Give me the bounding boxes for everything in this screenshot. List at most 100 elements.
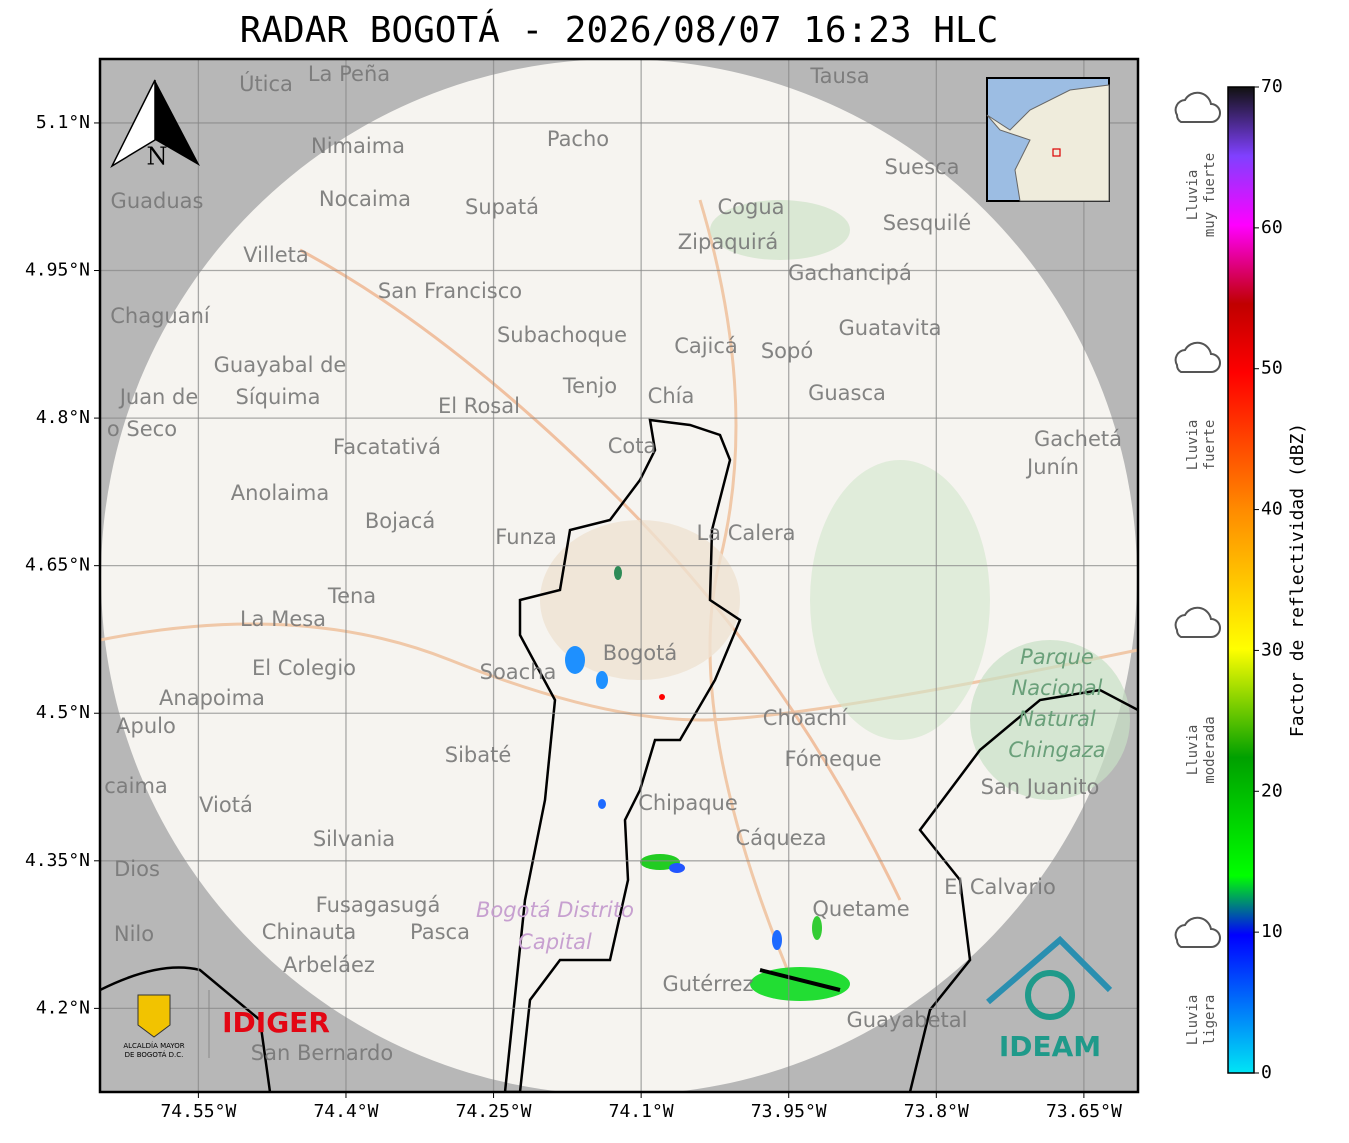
- place-label: Nocaima: [319, 187, 411, 211]
- x-tick-label: 74.4°W: [313, 1101, 378, 1122]
- place-label: Pacho: [547, 127, 609, 151]
- place-label: Cajicá: [674, 334, 738, 358]
- place-label: San Bernardo: [251, 1041, 393, 1065]
- legend-label: Lluvia: [1185, 170, 1201, 221]
- place-label: Facatativá: [333, 435, 441, 459]
- place-label: Anapoima: [159, 686, 265, 710]
- colorbar-label: Factor de reflectividad (dBZ): [1287, 423, 1308, 737]
- x-tick-label: 74.25°W: [456, 1101, 532, 1122]
- place-label: San Juanito: [981, 775, 1100, 799]
- place-label: Cáqueza: [736, 826, 827, 850]
- y-tick-label: 4.65°N: [25, 555, 90, 576]
- x-tick-label: 74.55°W: [160, 1101, 236, 1122]
- radar-echo: [565, 566, 850, 1001]
- place-label: Tenjo: [562, 374, 617, 398]
- colorbar-tick-label: 10: [1261, 921, 1283, 942]
- place-label: Sesquilé: [883, 211, 971, 235]
- place-label: Bojacá: [365, 509, 435, 533]
- place-label: Síquima: [236, 385, 321, 409]
- weather-icon: [1174, 916, 1221, 948]
- place-label: Suesca: [885, 155, 960, 179]
- place-label: Choachí: [763, 706, 849, 730]
- map: Útica La Peña Tausa Pacho Nimaima Guaduas Noca…: [100, 59, 1138, 1092]
- place-label: Chía: [648, 384, 695, 408]
- place-label: Sibaté: [445, 743, 512, 767]
- place-label: caima: [104, 774, 168, 798]
- place-label: La Peña: [308, 62, 390, 86]
- place-label: Guayabal de: [214, 353, 347, 377]
- y-tick-label: 5.1°N: [36, 112, 90, 133]
- x-tick-label: 73.8°W: [904, 1101, 969, 1122]
- place-label: Cogua: [717, 195, 784, 219]
- place-label: La Calera: [696, 521, 795, 545]
- legend-label: moderada: [1202, 716, 1218, 783]
- place-label: El Colegio: [252, 656, 356, 680]
- park-label: Chingaza: [1008, 738, 1105, 762]
- place-label: Junín: [1025, 455, 1079, 479]
- x-tick-label: 73.95°W: [751, 1101, 827, 1122]
- legend-label: ligera: [1202, 995, 1218, 1046]
- colorbar-tick-label: 0: [1261, 1062, 1272, 1083]
- colorbar-tick-label: 50: [1261, 358, 1283, 379]
- place-label: Anolaima: [231, 481, 329, 505]
- place-label: Soacha: [480, 660, 557, 684]
- colorbar-tick-label: 70: [1261, 76, 1283, 97]
- district-label: Capital: [518, 930, 592, 954]
- inset-map: [986, 77, 1110, 202]
- place-label: Silvania: [313, 827, 395, 851]
- north-label: N: [147, 143, 168, 171]
- alcaldia-logo: ALCALDÍA MAYOR DE BOGOTÁ D.C. IDIGER: [123, 990, 330, 1059]
- place-label: El Rosal: [438, 394, 520, 418]
- legend-label: Lluvia: [1185, 420, 1201, 471]
- place-label: El Calvario: [944, 875, 1056, 899]
- place-label: Cota: [608, 434, 657, 458]
- place-label: Supatá: [465, 195, 539, 219]
- place-label: Zipaquirá: [678, 230, 778, 254]
- park-label: Natural: [1018, 707, 1096, 731]
- place-label: Gachancipá: [788, 261, 912, 285]
- place-label: Guasca: [808, 381, 886, 405]
- place-label: Fusagasugá: [316, 893, 441, 917]
- legend-label: Lluvia: [1185, 995, 1201, 1046]
- idiger-logo: IDIGER: [222, 1006, 330, 1039]
- logo-text: ALCALDÍA MAYOR: [123, 1041, 184, 1050]
- place-label: Guayabetal: [847, 1008, 968, 1032]
- place-label: o Seco: [107, 417, 177, 441]
- colorbar-tick-label: 60: [1261, 217, 1283, 238]
- park-label: Nacional: [1012, 676, 1103, 700]
- place-label: Guaduas: [111, 189, 204, 213]
- place-label: Tena: [327, 584, 376, 608]
- weather-icon: [1174, 91, 1221, 123]
- weather-icon: [1174, 606, 1221, 638]
- place-label: Viotá: [199, 793, 253, 817]
- x-tick-label: 74.1°W: [609, 1101, 674, 1122]
- x-tick-label: 73.65°W: [1046, 1101, 1122, 1122]
- y-tick-label: 4.5°N: [36, 702, 90, 723]
- place-label: Gachetá: [1034, 427, 1122, 451]
- north-arrow: N: [110, 79, 200, 171]
- place-label: San Francisco: [378, 279, 522, 303]
- place-label: Nimaima: [311, 134, 405, 158]
- place-label: Útica: [239, 71, 293, 96]
- logo-text: DE BOGOTÁ D.C.: [125, 1050, 184, 1059]
- place-label: La Mesa: [240, 607, 326, 631]
- place-label: Pasca: [410, 920, 470, 944]
- place-label: Chipaque: [638, 791, 738, 815]
- place-label: Chinauta: [262, 920, 356, 944]
- place-label: Subachoque: [497, 323, 627, 347]
- legend-label: Lluvia: [1185, 725, 1201, 776]
- y-tick-label: 4.8°N: [36, 407, 90, 428]
- place-label: Bogotá: [603, 641, 678, 665]
- title: RADAR BOGOTÁ - 2026/08/07 16:23 HLC: [240, 9, 999, 51]
- y-tick-label: 4.2°N: [36, 997, 90, 1018]
- place-label: Chaguaní: [110, 304, 211, 328]
- place-label: Juan de: [118, 385, 199, 409]
- place-label: Gutérrez: [662, 972, 753, 996]
- y-tick-label: 4.95°N: [25, 260, 90, 281]
- place-label: Arbeláez: [283, 953, 375, 977]
- y-tick-label: 4.35°N: [25, 850, 90, 871]
- place-label: Guatavita: [839, 316, 942, 340]
- ideam-logo: IDEAM: [986, 935, 1113, 1063]
- ideam-text: IDEAM: [999, 1030, 1101, 1063]
